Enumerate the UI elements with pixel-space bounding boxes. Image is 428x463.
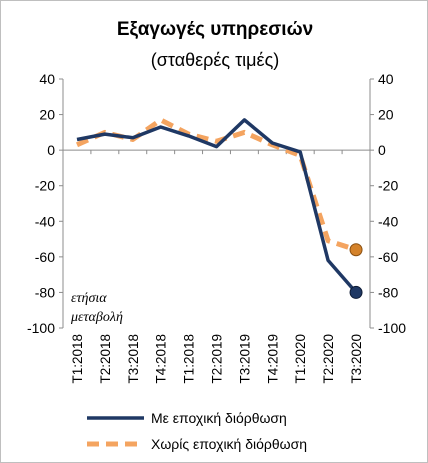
y-tick-label-right: -100	[378, 320, 406, 336]
y-tick-label-left: -40	[35, 213, 55, 229]
x-ticks: T1:2018 T2:2018 T3:2018 T4:2018 T1:2018 T2:20…	[62, 150, 371, 384]
legend-label-seasonally-adjusted: Με εποχική διόρθωση	[151, 410, 287, 426]
x-tick-label: T2:2020	[321, 334, 336, 384]
y-tick-label-left: 20	[39, 107, 55, 123]
x-tick-label: T1:2020	[293, 334, 308, 384]
x-tick-label: T3:2018	[126, 334, 141, 384]
legend: Με εποχική διόρθωση Χωρίς εποχική διόρθω…	[87, 410, 307, 452]
y-tick-label-right: 0	[378, 142, 386, 158]
x-tick-label: T1:2018	[182, 334, 197, 384]
x-tick-label: T3:2020	[349, 334, 364, 384]
y-tick-label-right: -80	[378, 284, 398, 300]
end-marker-seasonally-adjusted	[349, 285, 363, 299]
y-tick-label-right: -60	[378, 249, 398, 265]
y-tick-label-right: 20	[378, 107, 394, 123]
series-line-not-adjusted	[75, 117, 357, 253]
plot-axes	[62, 79, 371, 328]
y-tick-label-left: -20	[35, 178, 55, 194]
y-tick-label-left: 40	[39, 71, 55, 87]
chart-title: Εξαγωγές υπηρεσιών	[117, 19, 313, 40]
y-tick-label-right: -20	[378, 178, 398, 194]
chart-subtitle: (σταθερές τιμές)	[151, 50, 280, 70]
y-tick-label-right: 40	[378, 71, 394, 87]
legend-label-not-adjusted: Χωρίς εποχική διόρθωση	[151, 436, 307, 452]
x-tick-label: T4:2019	[265, 334, 280, 384]
y-tick-label-left: -60	[35, 249, 55, 265]
y-ticks-right: 40 20 0 -20 -40 -60 -80 -100	[370, 71, 406, 336]
series-line-seasonally-adjusted	[76, 118, 358, 294]
y-tick-label-left: -80	[35, 284, 55, 300]
x-tick-label: T3:2019	[237, 334, 252, 384]
y-tick-label-right: -40	[378, 213, 398, 229]
annotation-line-1: ετήσια	[71, 291, 107, 306]
y-tick-label-left: -100	[27, 320, 55, 336]
y-ticks-left: 40 20 0 -20 -40 -60 -80 -100	[27, 71, 63, 336]
end-marker-not-adjusted	[349, 243, 363, 257]
x-tick-label: T2:2018	[98, 334, 113, 384]
annotation-line-2: μεταβολή	[70, 310, 123, 325]
x-tick-label: T2:2019	[210, 334, 225, 384]
x-tick-label: T1:2018	[70, 334, 85, 384]
x-tick-label: T4:2018	[154, 334, 169, 384]
y-tick-label-left: 0	[47, 142, 55, 158]
series-group	[75, 117, 363, 299]
